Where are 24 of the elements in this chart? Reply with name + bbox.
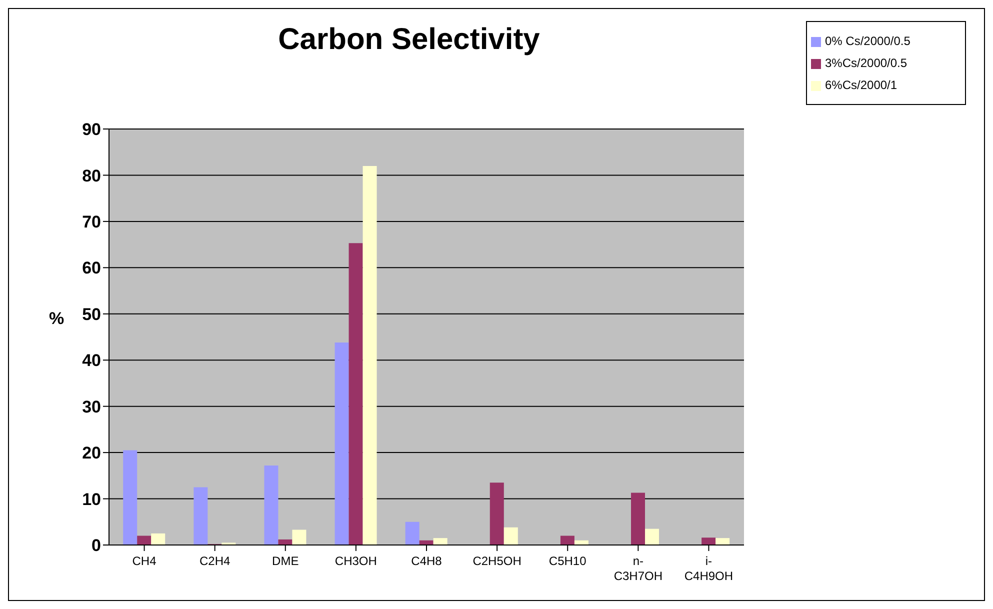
x-tick-label: CH4 <box>132 554 157 568</box>
x-tick-label: C4H8 <box>411 554 442 568</box>
x-tick-label: n-C3H7OH <box>614 554 663 583</box>
legend-label: 0% Cs/2000/0.5 <box>825 34 910 48</box>
y-tick-label: 50 <box>82 304 101 324</box>
y-tick-label: 40 <box>82 351 101 370</box>
y-tick-label: 70 <box>82 212 101 232</box>
chart-title: Carbon Selectivity <box>277 23 541 57</box>
x-tick-label: C2H5OH <box>472 554 522 568</box>
x-tick-label: C2H4 <box>199 554 230 568</box>
y-tick-label: 20 <box>82 444 101 463</box>
y-tick-label: 10 <box>82 490 101 509</box>
x-tick-label: i-C4H9OH <box>684 554 734 583</box>
y-axis-title: % <box>49 309 64 329</box>
y-tick-label: 80 <box>82 166 101 186</box>
y-tick-label: 30 <box>82 397 101 416</box>
x-tick-label: CH3OH <box>334 554 377 568</box>
y-tick-label: 0 <box>92 536 101 556</box>
legend-label: 6%Cs/2000/1 <box>825 78 898 92</box>
x-tick-label: C5H10 <box>548 554 587 568</box>
x-tick-label: DME <box>272 554 299 568</box>
legend-label: 3%Cs/2000/0.5 <box>825 56 908 70</box>
y-tick-label: 60 <box>82 258 101 278</box>
y-tick-label: 90 <box>82 120 101 140</box>
